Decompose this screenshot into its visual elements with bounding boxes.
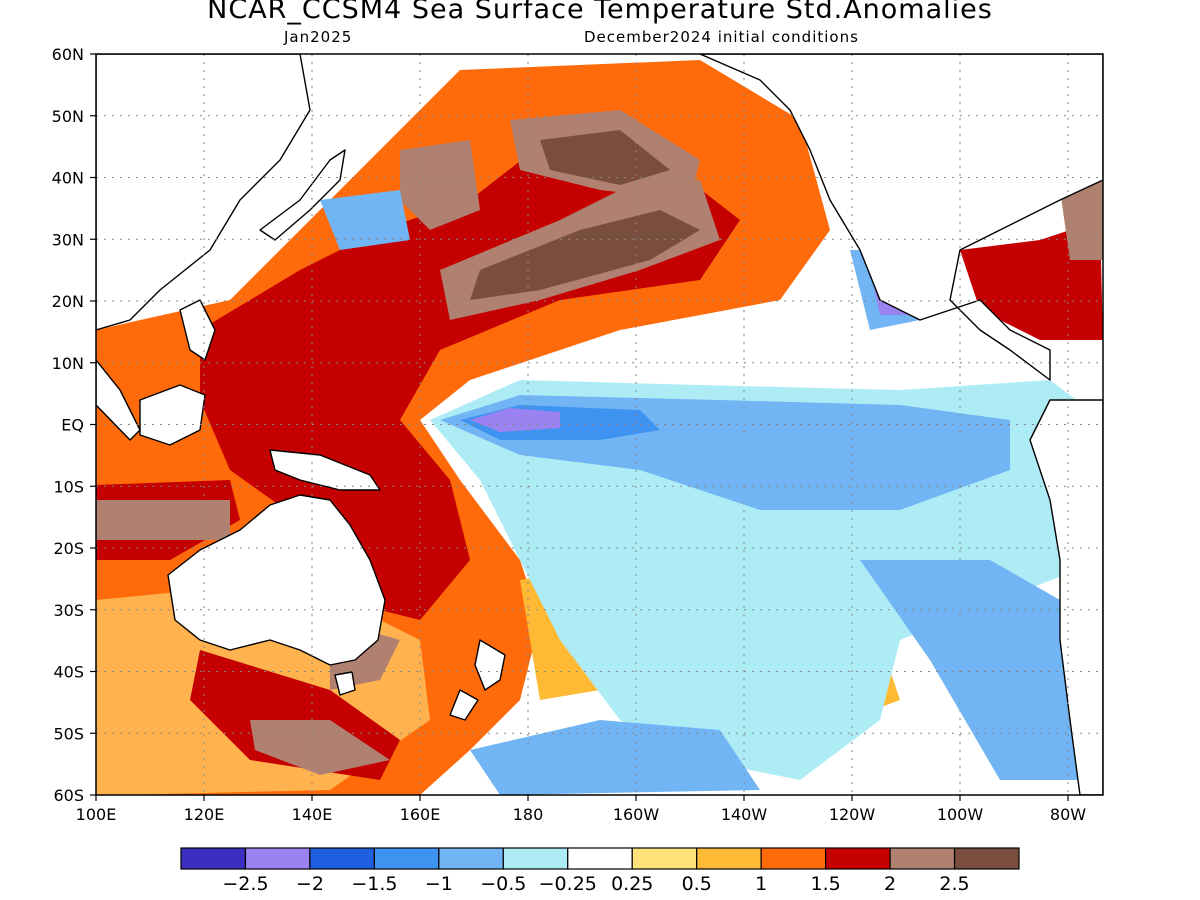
japan <box>259 149 346 241</box>
grid-lines <box>96 54 1103 795</box>
longitude-tick-label: 140E <box>292 805 333 824</box>
forecast-month: Jan2025 <box>284 28 353 46</box>
asia-coast <box>96 54 311 331</box>
north-america <box>699 54 1103 381</box>
longitude-tick-label: 100E <box>76 805 117 824</box>
colorbar-swatch <box>631 847 698 870</box>
colorbar-swatch <box>180 847 247 870</box>
colorbar-swatch <box>696 847 762 870</box>
colorbar-swatch <box>373 847 440 870</box>
latitude-tick-label: 20N <box>52 292 84 311</box>
longitude-tick-label: 140W <box>721 805 768 824</box>
longitude-tick-label: 100W <box>937 805 984 824</box>
longitude-tick-label: 120W <box>829 805 876 824</box>
latitude-tick-label: 50S <box>53 724 84 743</box>
colorbar-tick-label: −1 <box>425 873 453 895</box>
australia <box>167 494 386 666</box>
map-title: NCAR_CCSM4 Sea Surface Temperature Std.A… <box>207 0 993 25</box>
colorbar-tick-label: −0.25 <box>539 873 597 895</box>
latitude-tick-label: 10N <box>52 354 84 373</box>
colorbar-swatch <box>502 847 569 870</box>
colorbar-tick-label: −1.5 <box>351 873 397 895</box>
initial-conditions: December2024 initial conditions <box>584 28 859 46</box>
longitude-tick-label: 120E <box>184 805 225 824</box>
colorbar-swatch <box>567 847 633 870</box>
longitude-tick-label: 160W <box>613 805 660 824</box>
colorbar-swatch <box>244 847 311 870</box>
colorbar-tick-label: 2.5 <box>939 873 969 895</box>
latitude-tick-label: 60N <box>52 45 84 64</box>
latitude-tick-label: 30N <box>52 230 84 249</box>
sumatra <box>96 359 141 441</box>
colorbar-tick-label: 2 <box>884 873 896 895</box>
borneo <box>139 384 206 446</box>
colorbar-tick-label: 0.5 <box>682 873 712 895</box>
colorbar-tick-label: −2 <box>296 873 324 895</box>
land-outlines <box>96 54 1103 795</box>
philippines <box>179 299 216 361</box>
new-guinea <box>269 449 381 491</box>
colorbar-tick-label: 1 <box>755 873 767 895</box>
new-zealand-south <box>449 689 479 721</box>
colorbar-swatch <box>438 847 504 870</box>
south-america <box>1029 399 1103 795</box>
latitude-tick-label: 40S <box>53 663 84 682</box>
longitude-axis: 100E 120E 140E 160E 180 160W 140W 120W 100W 80W <box>76 795 1086 824</box>
colorbar-tick-label: 1.5 <box>811 873 841 895</box>
longitude-tick-label: 180 <box>513 805 544 824</box>
longitude-tick-label: 160E <box>400 805 441 824</box>
colorbar-swatch <box>309 847 375 870</box>
new-zealand-north <box>474 639 506 691</box>
longitude-tick-label: 80W <box>1050 805 1086 824</box>
colorbar: −2.5 −2 −1.5 −1 −0.5 −0.25 0.25 0.5 1 1.5 2 2.5 <box>180 847 1020 895</box>
colorbar-tick-label: −2.5 <box>222 873 268 895</box>
latitude-tick-label: 40N <box>52 169 84 188</box>
colorbar-tick-label: −0.5 <box>480 873 526 895</box>
latitude-axis: 60N 50N 40N 30N 20N 10N EQ 10S 20S 30S 40S 50S 60S <box>52 45 96 805</box>
colorbar-tick-label: 0.25 <box>611 873 653 895</box>
latitude-tick-label: EQ <box>61 416 84 435</box>
colorbar-swatch <box>760 847 827 870</box>
colorbar-swatch <box>889 847 956 870</box>
colorbar-swatch <box>953 847 1020 870</box>
tasmania <box>334 671 356 696</box>
latitude-tick-label: 10S <box>53 477 84 496</box>
latitude-tick-label: 30S <box>53 601 84 620</box>
latitude-tick-label: 50N <box>52 107 84 126</box>
latitude-tick-label: 60S <box>53 786 84 805</box>
colorbar-swatch <box>825 847 891 870</box>
latitude-tick-label: 20S <box>53 539 84 558</box>
